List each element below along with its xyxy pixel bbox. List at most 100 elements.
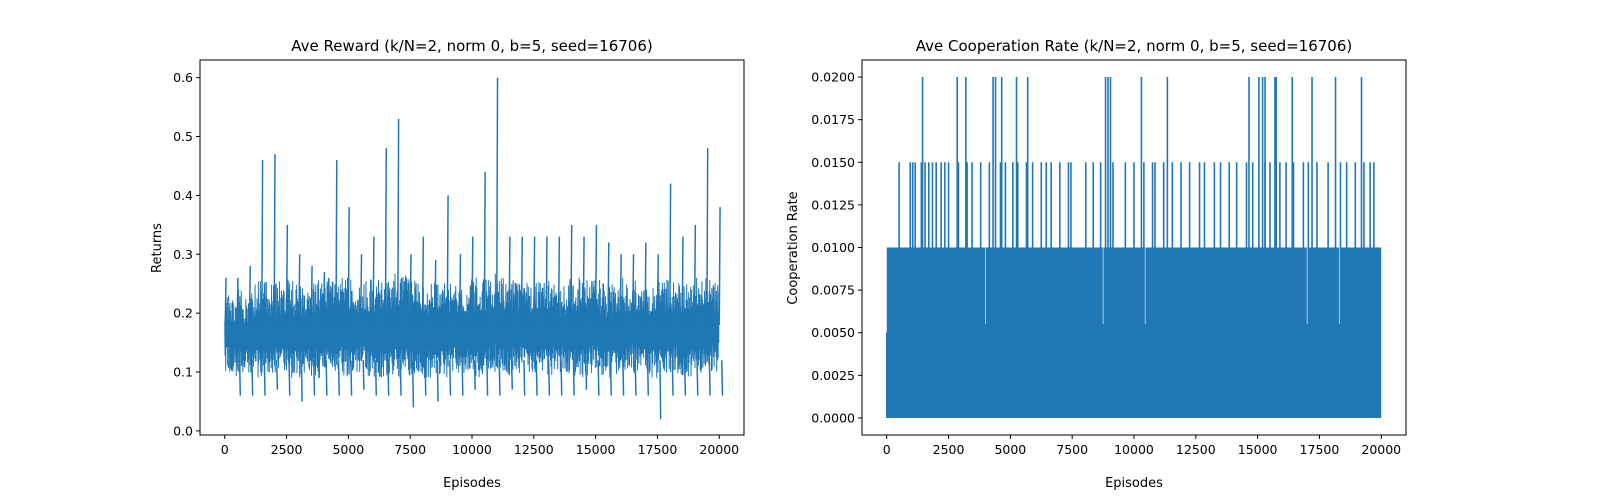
returns-spike bbox=[508, 236, 511, 325]
returns-spike bbox=[570, 224, 573, 325]
returns-dip bbox=[523, 360, 526, 396]
x-tick-label: 5000 bbox=[332, 442, 364, 457]
axes-frame bbox=[861, 59, 1407, 436]
axes-frame bbox=[199, 59, 745, 436]
returns-spike bbox=[384, 148, 388, 325]
returns-spike bbox=[594, 224, 598, 325]
x-ticks: 0 2500 5000 7500 10000 12500 15000 17500 20000 bbox=[883, 435, 1401, 457]
x-axis-label: Episodes bbox=[1105, 476, 1163, 491]
x-tick-label: 5000 bbox=[994, 442, 1026, 457]
chart-title: Ave Cooperation Rate (k/N=2, norm 0, b=5… bbox=[916, 37, 1352, 55]
returns-spike bbox=[298, 254, 301, 325]
returns-spike bbox=[557, 236, 561, 325]
returns-spike bbox=[434, 260, 437, 325]
x-tick-label: 12500 bbox=[514, 442, 554, 457]
y-tick-label: 0.0050 bbox=[811, 325, 855, 340]
returns-dip bbox=[708, 360, 711, 396]
y-axis-label: Cooperation Rate bbox=[786, 191, 801, 304]
returns-dip bbox=[449, 360, 452, 396]
returns-dip bbox=[535, 360, 538, 396]
returns-dip bbox=[547, 360, 551, 396]
returns-spike bbox=[631, 254, 635, 325]
returns-dip bbox=[572, 360, 575, 396]
returns-dip bbox=[424, 360, 427, 396]
returns-spike bbox=[582, 236, 585, 325]
y-tick-label: 0.0075 bbox=[811, 283, 855, 298]
returns-spike bbox=[446, 195, 449, 325]
returns-dip bbox=[461, 360, 464, 396]
y-tick-label: 0.0175 bbox=[811, 112, 855, 127]
returns-dip bbox=[300, 360, 303, 402]
returns-spike bbox=[409, 254, 412, 325]
y-tick-label: 0.4 bbox=[173, 188, 193, 203]
returns-dip bbox=[226, 360, 230, 367]
x-tick-label: 10000 bbox=[1114, 442, 1154, 457]
returns-dip bbox=[486, 360, 489, 396]
returns-spike bbox=[483, 171, 486, 325]
returns-spike bbox=[273, 154, 276, 325]
returns-spike bbox=[656, 254, 660, 325]
returns-dip bbox=[411, 360, 415, 408]
x-tick-label: 2500 bbox=[271, 442, 303, 457]
returns-dip bbox=[251, 360, 254, 396]
returns-spike bbox=[397, 118, 400, 325]
returns-line bbox=[224, 273, 720, 379]
x-tick-label: 15000 bbox=[1238, 442, 1278, 457]
cooperation-panel: Ave Cooperation Rate (k/N=2, norm 0, b=5… bbox=[786, 37, 1407, 491]
returns-dip bbox=[560, 360, 563, 396]
returns-spike bbox=[706, 148, 709, 325]
returns-dip bbox=[387, 360, 390, 396]
y-tick-label: 0.0100 bbox=[811, 240, 855, 255]
returns-spike bbox=[495, 77, 499, 325]
y-ticks: 0.0 0.1 0.2 0.3 0.4 0.5 0.6 bbox=[173, 70, 200, 438]
y-tick-label: 0.0000 bbox=[811, 410, 855, 425]
returns-dip bbox=[374, 360, 378, 396]
x-tick-label: 20000 bbox=[699, 442, 739, 457]
y-ticks: 0.0000 0.0025 0.0050 0.0075 0.0100 0.0125 0.01… bbox=[811, 70, 862, 425]
returns-dip bbox=[646, 360, 650, 396]
y-tick-label: 0.2 bbox=[173, 306, 193, 321]
returns-spike bbox=[224, 277, 227, 325]
returns-dip bbox=[696, 360, 699, 396]
returns-dip bbox=[275, 360, 279, 390]
chart-title: Ave Reward (k/N=2, norm 0, b=5, seed=167… bbox=[291, 37, 653, 55]
returns-dip bbox=[597, 360, 600, 396]
returns-spike bbox=[372, 236, 375, 325]
returns-dip bbox=[585, 360, 588, 390]
returns-dip bbox=[350, 360, 353, 396]
y-tick-label: 0.3 bbox=[173, 247, 193, 262]
returns-spike bbox=[693, 224, 697, 325]
returns-spike bbox=[236, 277, 239, 325]
returns-spike bbox=[619, 254, 622, 325]
returns-spike bbox=[322, 271, 326, 325]
returns-spike bbox=[359, 254, 363, 325]
y-tick-label: 0.0150 bbox=[811, 155, 855, 170]
returns-dip bbox=[263, 360, 266, 396]
returns-dip bbox=[399, 360, 402, 396]
returns-spike bbox=[248, 266, 252, 325]
x-tick-label: 0 bbox=[221, 442, 229, 457]
returns-spike bbox=[718, 207, 721, 325]
returns-spike bbox=[335, 160, 338, 325]
x-tick-label: 12500 bbox=[1176, 442, 1216, 457]
returns-dip bbox=[721, 360, 724, 396]
returns-dip bbox=[510, 360, 514, 390]
returns-spike bbox=[669, 183, 672, 325]
returns-spike bbox=[261, 160, 264, 325]
y-axis-label: Returns bbox=[150, 223, 165, 273]
y-tick-label: 0.0 bbox=[173, 423, 193, 438]
returns-dip bbox=[634, 360, 637, 396]
returns-dip bbox=[498, 360, 501, 396]
returns-dip bbox=[622, 360, 625, 396]
returns-spike bbox=[310, 266, 313, 325]
returns-spike bbox=[644, 242, 647, 325]
returns-dip bbox=[238, 360, 242, 396]
returns-dip bbox=[671, 360, 674, 396]
returns-dip bbox=[288, 360, 291, 396]
y-tick-label: 0.0200 bbox=[811, 70, 855, 85]
returns-spike bbox=[458, 254, 462, 325]
x-tick-label: 15000 bbox=[576, 442, 616, 457]
returns-spike bbox=[421, 236, 425, 325]
x-tick-label: 17500 bbox=[1300, 442, 1340, 457]
